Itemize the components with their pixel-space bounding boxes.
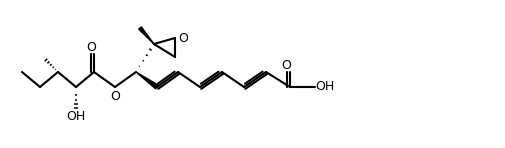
Text: OH: OH (315, 81, 334, 94)
Polygon shape (138, 27, 154, 44)
Polygon shape (136, 72, 158, 89)
Text: O: O (110, 90, 120, 103)
Text: OH: OH (66, 111, 85, 123)
Text: O: O (280, 58, 290, 71)
Text: O: O (86, 41, 96, 53)
Text: O: O (178, 32, 187, 45)
